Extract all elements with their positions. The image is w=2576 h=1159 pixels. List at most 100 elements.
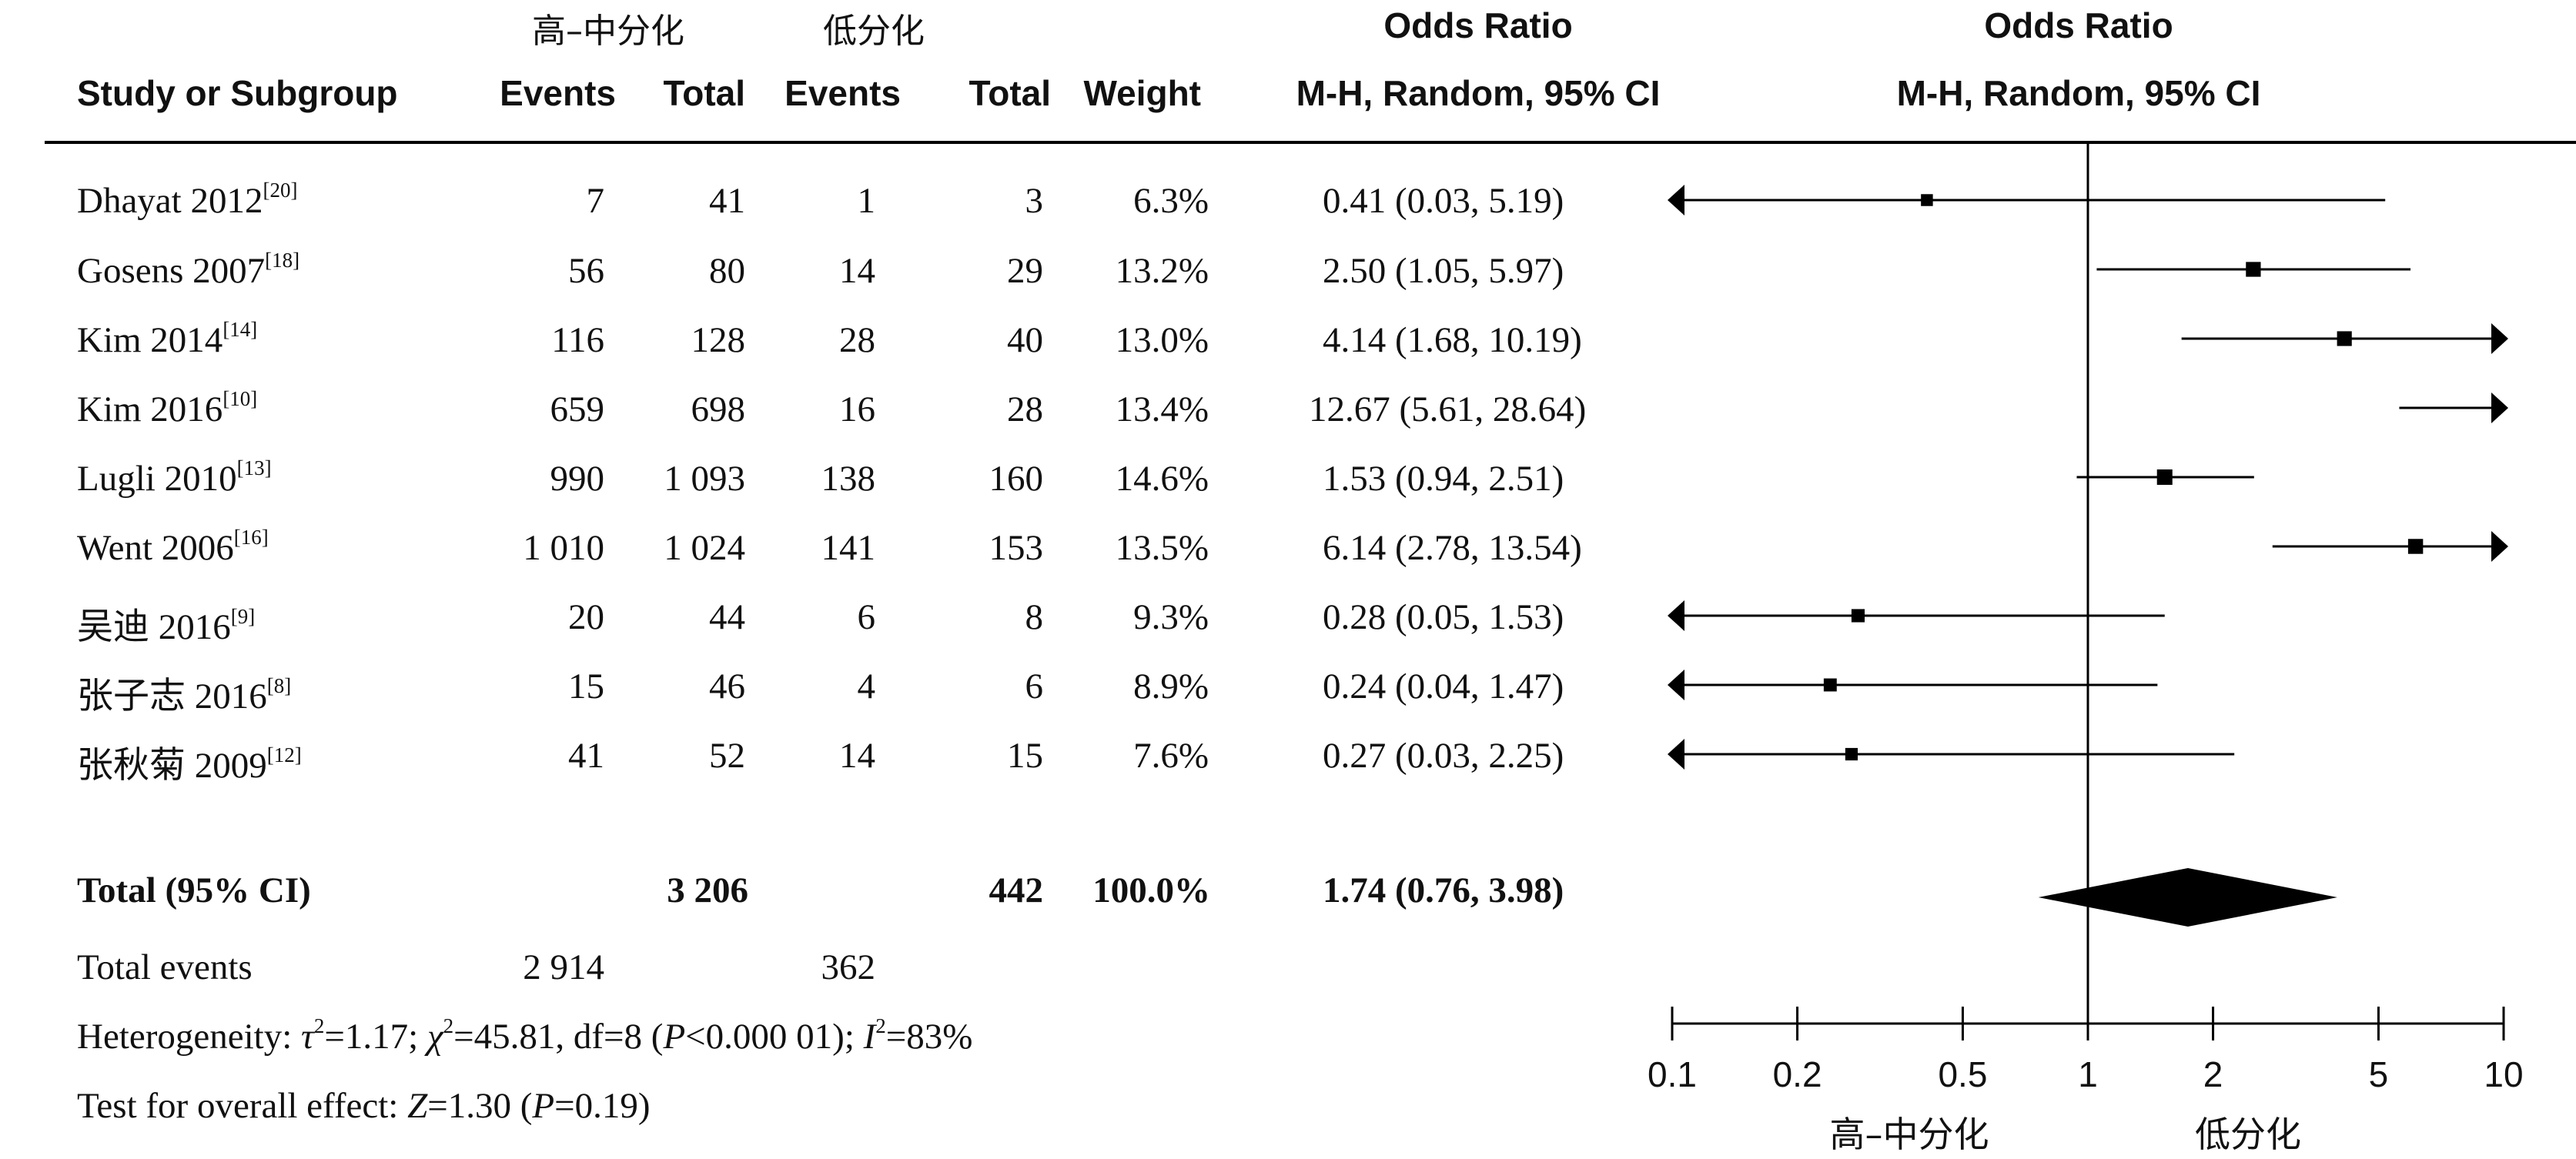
total1-value: 3 206 (667, 870, 748, 910)
total1-cell: 46 (709, 666, 745, 706)
chi-value: =45.81, df=8 ( (453, 1017, 664, 1057)
study-name: 张秋菊 2009 (77, 746, 267, 786)
study-row-4: Lugli 2010[13] (77, 458, 272, 499)
study-column-header: Study or Subgroup (77, 73, 398, 113)
weight-cell: 13.4% (1115, 389, 1209, 429)
group2-header: 低分化 (823, 12, 925, 51)
odds-ratio-cell: 2.50 (1.05, 5.97) (1323, 251, 1564, 291)
total-events-group1: 2 914 (523, 947, 604, 987)
events1-cell: 20 (568, 597, 604, 637)
tau-value: =1.17; (324, 1017, 427, 1057)
study-reference: [9] (230, 605, 256, 628)
ci-arrow-left (1668, 739, 1684, 770)
heterogeneity-line: Heterogeneity: τ2=1.17; χ2=45.81, df=8 (… (77, 1014, 973, 1057)
overall-effect-label: Test for overall effect: (77, 1086, 408, 1126)
total2-cell: 160 (989, 459, 1044, 499)
point-estimate (1845, 747, 1858, 761)
total2-cell: 29 (1007, 251, 1043, 291)
study-name: 吴迪 2016 (77, 607, 231, 647)
events2-cell: 28 (839, 320, 875, 360)
total2-cell: 8 (1025, 597, 1044, 637)
study-row-3: Kim 2016[10] (77, 389, 257, 430)
ci-arrow-left (1668, 670, 1684, 700)
x-tick-label: 0.1 (1648, 1054, 1697, 1094)
study-row-7: 张子志 2016[8] (77, 666, 291, 719)
point-estimate (1851, 609, 1865, 623)
point-estimate (2337, 331, 2352, 346)
study-reference: [8] (266, 674, 292, 697)
study-reference: [16] (233, 526, 269, 549)
overall-p-symbol: P (532, 1086, 555, 1126)
study-name: Went 2006 (77, 528, 234, 568)
point-estimate (2407, 539, 2424, 554)
study-reference: [10] (222, 387, 258, 410)
events1-column-header: Events (500, 73, 616, 113)
total2-cell: 28 (1007, 389, 1043, 429)
total1-cell: 698 (691, 389, 746, 429)
odds-ratio-cell: 0.41 (0.03, 5.19) (1323, 181, 1564, 221)
events2-column-header: Events (785, 73, 901, 113)
ci-arrow-left (1668, 600, 1684, 631)
study-row-1: Gosens 2007[18] (77, 250, 299, 292)
events2-cell: 14 (839, 251, 875, 291)
heterogeneity-label: Heterogeneity: (77, 1017, 302, 1057)
total1-cell: 44 (709, 597, 745, 637)
favours-left-label: 高–中分化 (1830, 1114, 1989, 1155)
events1-cell: 56 (568, 251, 604, 291)
events2-cell: 4 (857, 666, 876, 706)
study-row-2: Kim 2014[14] (77, 319, 257, 361)
weight-cell: 6.3% (1133, 181, 1209, 221)
total2-cell: 3 (1025, 181, 1044, 221)
weight-cell: 13.0% (1115, 320, 1209, 360)
total2-cell: 15 (1007, 736, 1043, 776)
total1-cell: 80 (709, 251, 745, 291)
total-weight: 100.0% (1092, 870, 1210, 910)
odds-ratio-cell: 6.14 (2.78, 13.54) (1323, 528, 1582, 568)
total1-column-header: Total (663, 73, 745, 113)
events2-cell: 141 (821, 528, 876, 568)
header-rule (45, 141, 2576, 144)
x-tick-label: 0.5 (1938, 1054, 1987, 1094)
i-squared-symbol: I (863, 1017, 876, 1057)
events2-cell: 16 (839, 389, 875, 429)
study-reference: [14] (222, 318, 258, 341)
weight-cell: 13.2% (1115, 251, 1209, 291)
total-events-group2: 362 (821, 947, 876, 987)
overall-effect-line: Test for overall effect: Z=1.30 (P=0.19) (77, 1085, 651, 1127)
method-column-header-plot: M-H, Random, 95% CI (1896, 73, 2261, 113)
events2-cell: 138 (821, 459, 876, 499)
x-tick-label: 0.2 (1773, 1054, 1822, 1094)
study-name: Gosens 2007 (77, 251, 266, 291)
study-name: Kim 2014 (77, 320, 223, 360)
weight-column-header: Weight (1083, 73, 1201, 113)
events1-cell: 116 (551, 320, 604, 360)
study-reference: [12] (266, 743, 302, 767)
total2-cell: 40 (1007, 320, 1043, 360)
events1-cell: 1 010 (523, 528, 604, 568)
group1-header: 高–中分化 (532, 12, 684, 51)
chi-symbol: χ (427, 1017, 443, 1057)
events2-cell: 1 (857, 181, 876, 221)
ci-arrow-left (1668, 185, 1684, 215)
study-reference: [18] (265, 249, 300, 272)
study-name: 张子志 2016 (77, 676, 267, 716)
odds-ratio-cell: 1.53 (0.94, 2.51) (1323, 459, 1564, 499)
study-reference: [20] (263, 179, 298, 202)
x-tick-label: 2 (2203, 1054, 2223, 1094)
study-name: Kim 2016 (77, 389, 223, 429)
total-label: Total (95% CI) (77, 870, 311, 910)
weight-cell: 14.6% (1115, 459, 1209, 499)
total1-cell: 52 (709, 736, 745, 776)
study-row-0: Dhayat 2012[20] (77, 180, 297, 222)
point-estimate (1823, 678, 1837, 692)
odds-ratio-header-table: Odds Ratio (1383, 5, 1573, 45)
weight-cell: 8.9% (1133, 666, 1209, 706)
ci-arrow-right (2491, 323, 2508, 354)
events1-cell: 990 (550, 459, 605, 499)
events1-cell: 659 (550, 389, 605, 429)
total2-cell: 153 (989, 528, 1044, 568)
x-tick-label: 5 (2369, 1054, 2389, 1094)
favours-right-label: 低分化 (2195, 1114, 2301, 1155)
total2-value: 442 (989, 870, 1044, 910)
weight-cell: 7.6% (1133, 736, 1209, 776)
